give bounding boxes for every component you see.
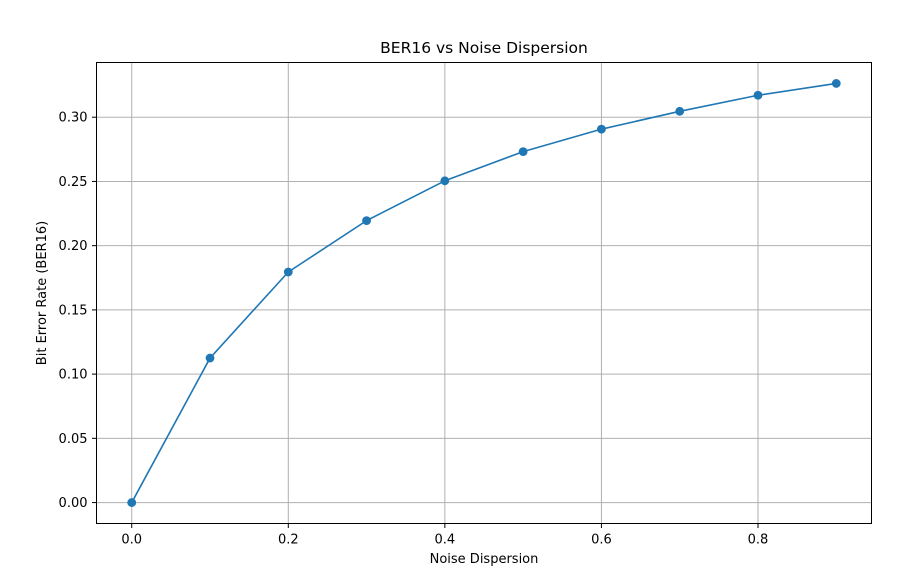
data-point [283, 267, 293, 277]
series-line [131, 82, 837, 503]
data-point [440, 176, 450, 186]
y-tick-label: 0.30 [59, 111, 88, 126]
series-layer [127, 79, 841, 507]
data-point [205, 353, 215, 363]
data-point [597, 124, 606, 134]
x-axis-label: Noise Dispersion [430, 552, 539, 566]
y-tick-label: 0.05 [59, 432, 88, 447]
x-tick-label: 0.8 [748, 533, 769, 548]
grid-lines [96, 62, 872, 524]
x-tick-label: 0.0 [121, 533, 142, 548]
data-point [518, 147, 528, 157]
y-tick-label: 0.15 [59, 303, 88, 318]
axis-ticks: 0.0 0.2 0.4 0.6 0.8 0.00 0.05 0.10 0.15 0.20 0.25 0… [59, 111, 769, 548]
plot-frame [96, 62, 872, 524]
chart-title: BER16 vs Noise Dispersion [380, 39, 588, 57]
y-tick-label: 0.00 [59, 496, 88, 511]
x-tick-label: 0.6 [591, 533, 612, 548]
data-point [362, 216, 371, 226]
x-tick-label: 0.4 [435, 533, 456, 548]
y-tick-label: 0.20 [59, 239, 88, 254]
data-point [127, 498, 137, 507]
data-point [753, 90, 763, 100]
data-point [831, 79, 841, 88]
y-tick-label: 0.25 [59, 175, 88, 190]
x-tick-label: 0.2 [278, 533, 299, 548]
y-axis-label: Bit Error Rate (BER16) [35, 221, 50, 365]
y-tick-label: 0.10 [59, 368, 88, 383]
data-point [675, 106, 685, 116]
